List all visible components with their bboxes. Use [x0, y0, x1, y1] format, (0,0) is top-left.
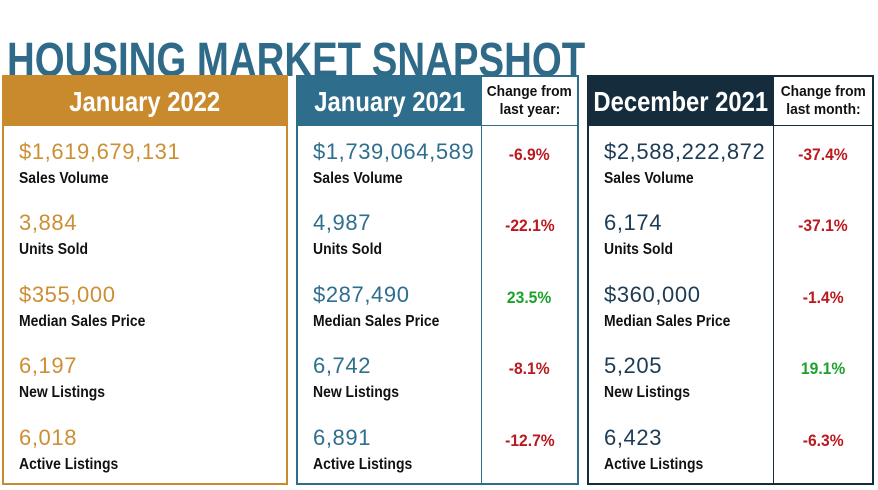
panel-change-column: Change from last month: -37.4% -37.1% -1…: [773, 77, 872, 483]
panel-header-label: January 2022: [69, 85, 221, 117]
metric-value: 5,205: [604, 353, 663, 379]
change-sales-volume: -37.4%: [774, 126, 872, 197]
change-active-listings: -6.3%: [774, 412, 872, 483]
metric-value: $360,000: [604, 281, 701, 307]
metric-value: $1,739,064,589: [313, 139, 475, 164]
metric-units-sold: 6,174 Units Sold: [589, 197, 773, 268]
metric-active-listings: 6,018 Active Listings: [4, 412, 286, 483]
metric-label: Active Listings: [19, 455, 119, 473]
change-column-header: Change from last month:: [774, 77, 872, 126]
panel-change-column: Change from last year: -6.9% -22.1% 23.5…: [481, 77, 577, 483]
panel-main-column: December 2021 $2,588,222,872 Sales Volum…: [589, 77, 773, 483]
metric-label: Units Sold: [19, 241, 88, 259]
metric-new-listings: 6,742 New Listings: [298, 340, 481, 411]
change-header-line1: Change from: [780, 83, 866, 101]
change-units-sold: -22.1%: [482, 197, 577, 268]
metric-active-listings: 6,891 Active Listings: [298, 412, 481, 483]
change-header-line2: last year:: [499, 101, 560, 118]
change-median-sales-price: 23.5%: [482, 269, 577, 340]
metric-active-listings: 6,423 Active Listings: [589, 412, 773, 483]
change-value: -6.3%: [802, 430, 844, 450]
metric-units-sold: 3,884 Units Sold: [4, 197, 286, 268]
panel-january-2022: January 2022 $1,619,679,131 Sales Volume…: [2, 75, 288, 485]
change-sales-volume: -6.9%: [482, 126, 577, 197]
metric-value: 4,987: [313, 210, 372, 236]
metric-label: New Listings: [19, 384, 106, 402]
metric-label: New Listings: [313, 384, 400, 402]
panel-header: January 2021: [298, 77, 481, 126]
metric-value: 6,742: [313, 353, 372, 379]
metric-label: Active Listings: [313, 455, 413, 473]
metric-label: Median Sales Price: [313, 312, 440, 330]
metric-value: 6,174: [604, 210, 663, 236]
panel-main-column: January 2022 $1,619,679,131 Sales Volume…: [4, 77, 286, 483]
metric-value: 6,891: [313, 424, 372, 450]
metric-value: 6,423: [604, 424, 663, 450]
change-header-line1: Change from: [486, 83, 573, 101]
change-median-sales-price: -1.4%: [774, 269, 872, 340]
panel-header-label: December 2021: [593, 85, 769, 117]
panel-main-column: January 2021 $1,739,064,589 Sales Volume…: [298, 77, 481, 483]
metric-sales-volume: $2,588,222,872 Sales Volume: [589, 126, 773, 197]
metric-new-listings: 6,197 New Listings: [4, 340, 286, 411]
metric-label: Median Sales Price: [604, 312, 731, 330]
metric-value: $1,619,679,131: [19, 139, 181, 164]
change-value: -8.1%: [509, 359, 550, 379]
change-new-listings: -8.1%: [482, 340, 577, 411]
panel-january-2021: January 2021 $1,739,064,589 Sales Volume…: [296, 75, 579, 485]
metric-label: Median Sales Price: [19, 312, 146, 330]
change-value: -37.1%: [798, 216, 848, 236]
change-header-line2: last month:: [785, 101, 861, 118]
change-value: -22.1%: [504, 216, 555, 236]
metric-label: Sales Volume: [19, 170, 109, 187]
metric-sales-volume: $1,739,064,589 Sales Volume: [298, 126, 481, 197]
change-units-sold: -37.1%: [774, 197, 872, 268]
change-active-listings: -12.7%: [482, 412, 577, 483]
change-value: 19.1%: [800, 359, 846, 379]
panels-row: January 2022 $1,619,679,131 Sales Volume…: [2, 75, 874, 485]
panel-december-2021: December 2021 $2,588,222,872 Sales Volum…: [587, 75, 874, 485]
metric-value: 3,884: [19, 210, 78, 236]
metric-units-sold: 4,987 Units Sold: [298, 197, 481, 268]
metric-value: 6,018: [19, 424, 78, 450]
panel-header: December 2021: [589, 77, 773, 126]
metric-label: New Listings: [604, 384, 691, 402]
change-value: 23.5%: [507, 287, 552, 307]
change-value: -12.7%: [504, 430, 555, 450]
metric-label: Units Sold: [313, 241, 382, 259]
change-column-header: Change from last year:: [482, 77, 577, 126]
metric-label: Active Listings: [604, 455, 704, 473]
metric-sales-volume: $1,619,679,131 Sales Volume: [4, 126, 286, 197]
change-value: -1.4%: [802, 287, 844, 307]
metric-value: $2,588,222,872: [604, 139, 766, 164]
metric-value: 6,197: [19, 353, 78, 379]
metric-median-sales-price: $360,000 Median Sales Price: [589, 269, 773, 340]
change-value: -37.4%: [798, 145, 848, 164]
metric-label: Units Sold: [604, 241, 673, 259]
metric-median-sales-price: $287,490 Median Sales Price: [298, 269, 481, 340]
change-new-listings: 19.1%: [774, 340, 872, 411]
metric-new-listings: 5,205 New Listings: [589, 340, 773, 411]
metric-label: Sales Volume: [313, 170, 403, 187]
metric-median-sales-price: $355,000 Median Sales Price: [4, 269, 286, 340]
change-value: -6.9%: [509, 145, 550, 164]
metric-label: Sales Volume: [604, 170, 694, 187]
metric-value: $355,000: [19, 281, 116, 307]
panel-header-label: January 2021: [314, 85, 465, 117]
panel-header: January 2022: [4, 77, 286, 126]
metric-value: $287,490: [313, 281, 410, 307]
